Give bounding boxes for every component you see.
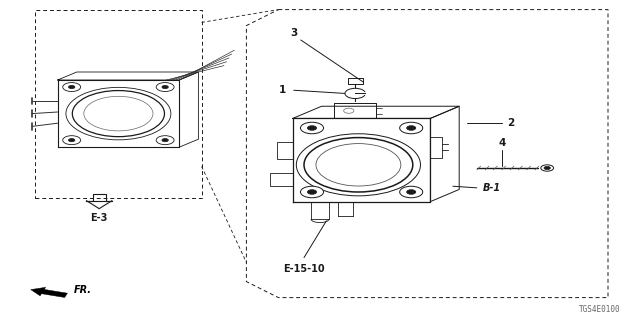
Polygon shape bbox=[31, 287, 67, 298]
Circle shape bbox=[544, 166, 550, 170]
Circle shape bbox=[156, 83, 174, 92]
Text: 1: 1 bbox=[279, 85, 286, 95]
Circle shape bbox=[72, 91, 164, 137]
Circle shape bbox=[68, 139, 75, 142]
Circle shape bbox=[307, 190, 316, 194]
Circle shape bbox=[399, 186, 423, 198]
Text: B-1: B-1 bbox=[483, 183, 501, 193]
Circle shape bbox=[345, 88, 365, 99]
Circle shape bbox=[304, 138, 413, 192]
Circle shape bbox=[307, 126, 316, 130]
Circle shape bbox=[162, 85, 168, 89]
Text: E-3: E-3 bbox=[90, 213, 108, 223]
Circle shape bbox=[301, 186, 323, 198]
Text: E-15-10: E-15-10 bbox=[283, 264, 325, 274]
Circle shape bbox=[63, 136, 81, 145]
Circle shape bbox=[407, 190, 416, 194]
Circle shape bbox=[399, 122, 423, 134]
Circle shape bbox=[162, 139, 168, 142]
Text: FR.: FR. bbox=[74, 284, 92, 295]
Circle shape bbox=[301, 122, 323, 134]
Circle shape bbox=[407, 126, 416, 130]
Circle shape bbox=[541, 165, 554, 171]
Text: 2: 2 bbox=[507, 118, 514, 128]
Text: 4: 4 bbox=[499, 138, 506, 148]
Text: TGS4E0100: TGS4E0100 bbox=[579, 305, 621, 314]
Circle shape bbox=[156, 136, 174, 145]
Text: 3: 3 bbox=[291, 28, 298, 38]
Circle shape bbox=[63, 83, 81, 92]
Circle shape bbox=[68, 85, 75, 89]
